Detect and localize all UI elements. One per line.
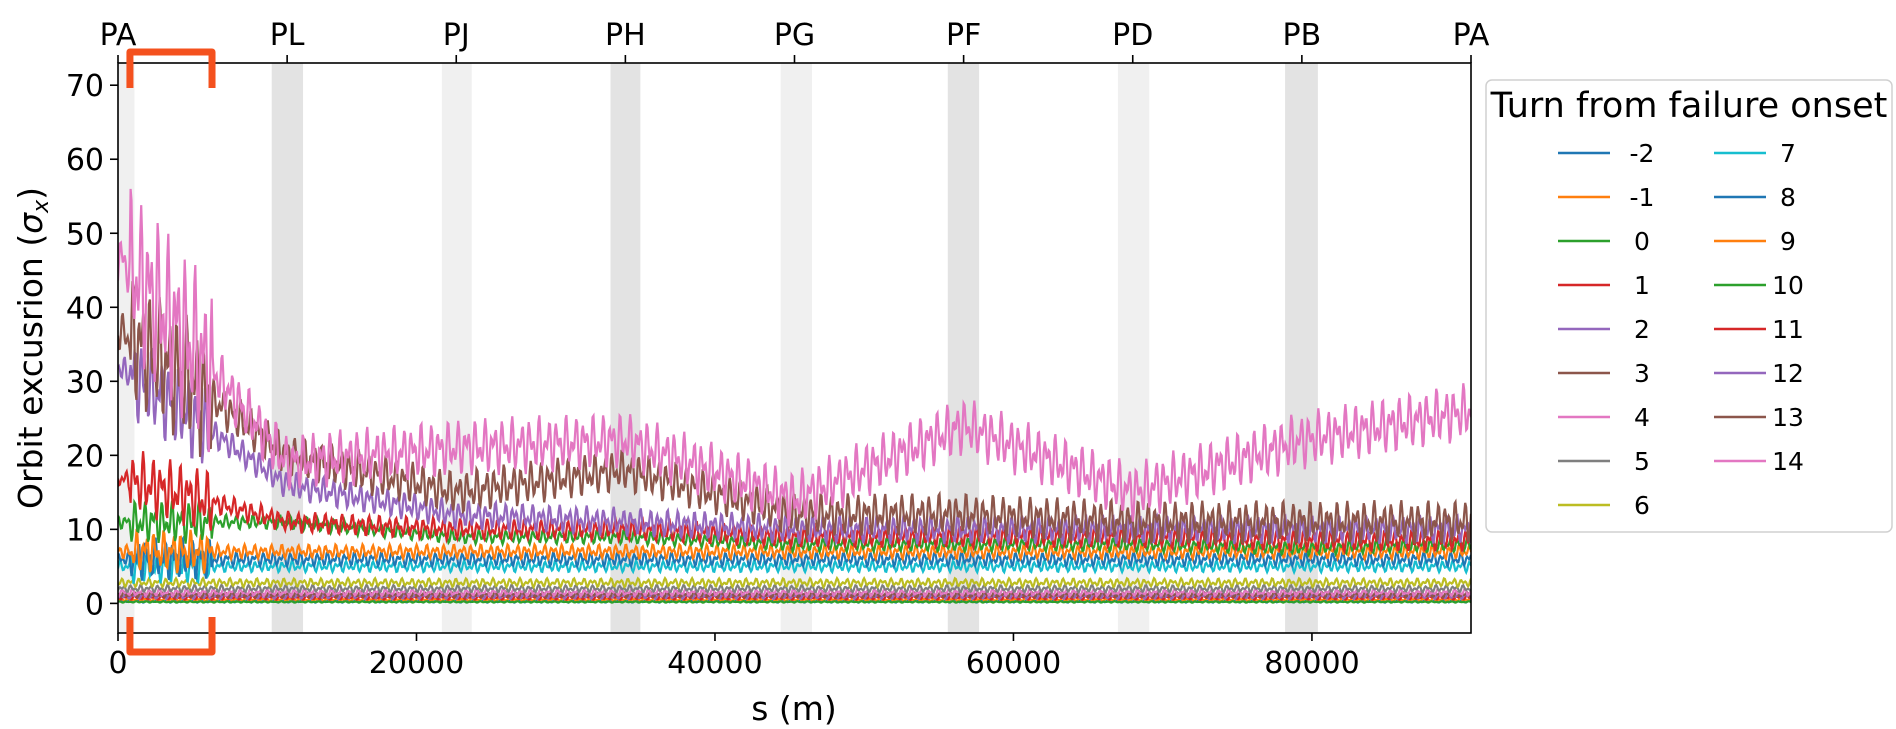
legend-label: 5: [1634, 447, 1650, 476]
x-tick-label: 60000: [966, 646, 1061, 681]
shaded-region: [271, 63, 304, 633]
y-axis-label: Orbit excusrion (σx): [11, 187, 54, 509]
top-tick-label: PF: [946, 18, 981, 53]
y-tick-label: 20: [66, 439, 104, 474]
legend-label: 12: [1772, 359, 1804, 388]
series-line-4: [118, 586, 1471, 599]
x-axis-label: s (m): [751, 689, 837, 728]
top-tick-label: PL: [270, 18, 305, 53]
legend-label: 14: [1772, 447, 1804, 476]
legend-label: -2: [1630, 139, 1655, 168]
legend-label: 6: [1634, 491, 1650, 520]
legend-label: -1: [1630, 183, 1655, 212]
series-line-14: [118, 188, 1471, 526]
series-line-6: [118, 575, 1471, 590]
legend-label: 11: [1772, 315, 1804, 344]
legend-label: 1: [1634, 271, 1650, 300]
plot-area: [118, 188, 1471, 604]
bracket-bottom: [126, 617, 216, 656]
series-line-5: [118, 582, 1471, 595]
x-axis: 0 20000 40000 60000 80000: [108, 633, 1360, 681]
legend-label: 7: [1780, 139, 1796, 168]
top-tick-label: PA: [100, 18, 137, 53]
y-tick-label: 60: [66, 143, 104, 178]
legend-label: 9: [1780, 227, 1796, 256]
y-tick-label: 10: [66, 513, 104, 548]
top-tick-label: PG: [774, 18, 815, 53]
y-tick-label: 40: [66, 291, 104, 326]
legend: Turn from failure onset -2-1012345678910…: [1485, 79, 1893, 533]
legend-box: [1485, 79, 1893, 533]
legend-label: 2: [1634, 315, 1650, 344]
legend-label: 0: [1634, 227, 1650, 256]
highlight-bracket: [126, 48, 216, 656]
top-tick-label: PD: [1112, 18, 1153, 53]
y-axis: 0 10 20 30 40 50 60 70: [66, 69, 118, 622]
y-tick-label: 0: [85, 587, 104, 622]
y-tick-label: 30: [66, 365, 104, 400]
top-tick-label: PA: [1453, 18, 1490, 53]
legend-label: 4: [1634, 403, 1650, 432]
x-tick-label: 20000: [369, 646, 464, 681]
legend-label: 10: [1772, 271, 1804, 300]
legend-label: 13: [1772, 403, 1804, 432]
series-line-9: [118, 528, 1471, 574]
top-tick-label: PB: [1283, 18, 1322, 53]
series-line-12: [118, 347, 1471, 548]
legend-label: 8: [1780, 183, 1796, 212]
shaded-region: [441, 63, 472, 633]
series-line-0: [118, 600, 1471, 604]
x-tick-label: 0: [108, 646, 127, 681]
top-axis: PA PL PJ PH PG PF PD PB PA: [100, 18, 1490, 63]
series-line-7: [118, 547, 1471, 585]
bracket-top: [126, 48, 216, 88]
top-tick-label: PH: [605, 18, 646, 53]
y-tick-label: 70: [66, 69, 104, 104]
x-tick-label: 80000: [1264, 646, 1359, 681]
y-tick-label: 50: [66, 217, 104, 252]
x-tick-label: 40000: [667, 646, 762, 681]
legend-title: Turn from failure onset: [1490, 86, 1888, 126]
legend-label: 3: [1634, 359, 1650, 388]
top-tick-label: PJ: [443, 18, 470, 53]
